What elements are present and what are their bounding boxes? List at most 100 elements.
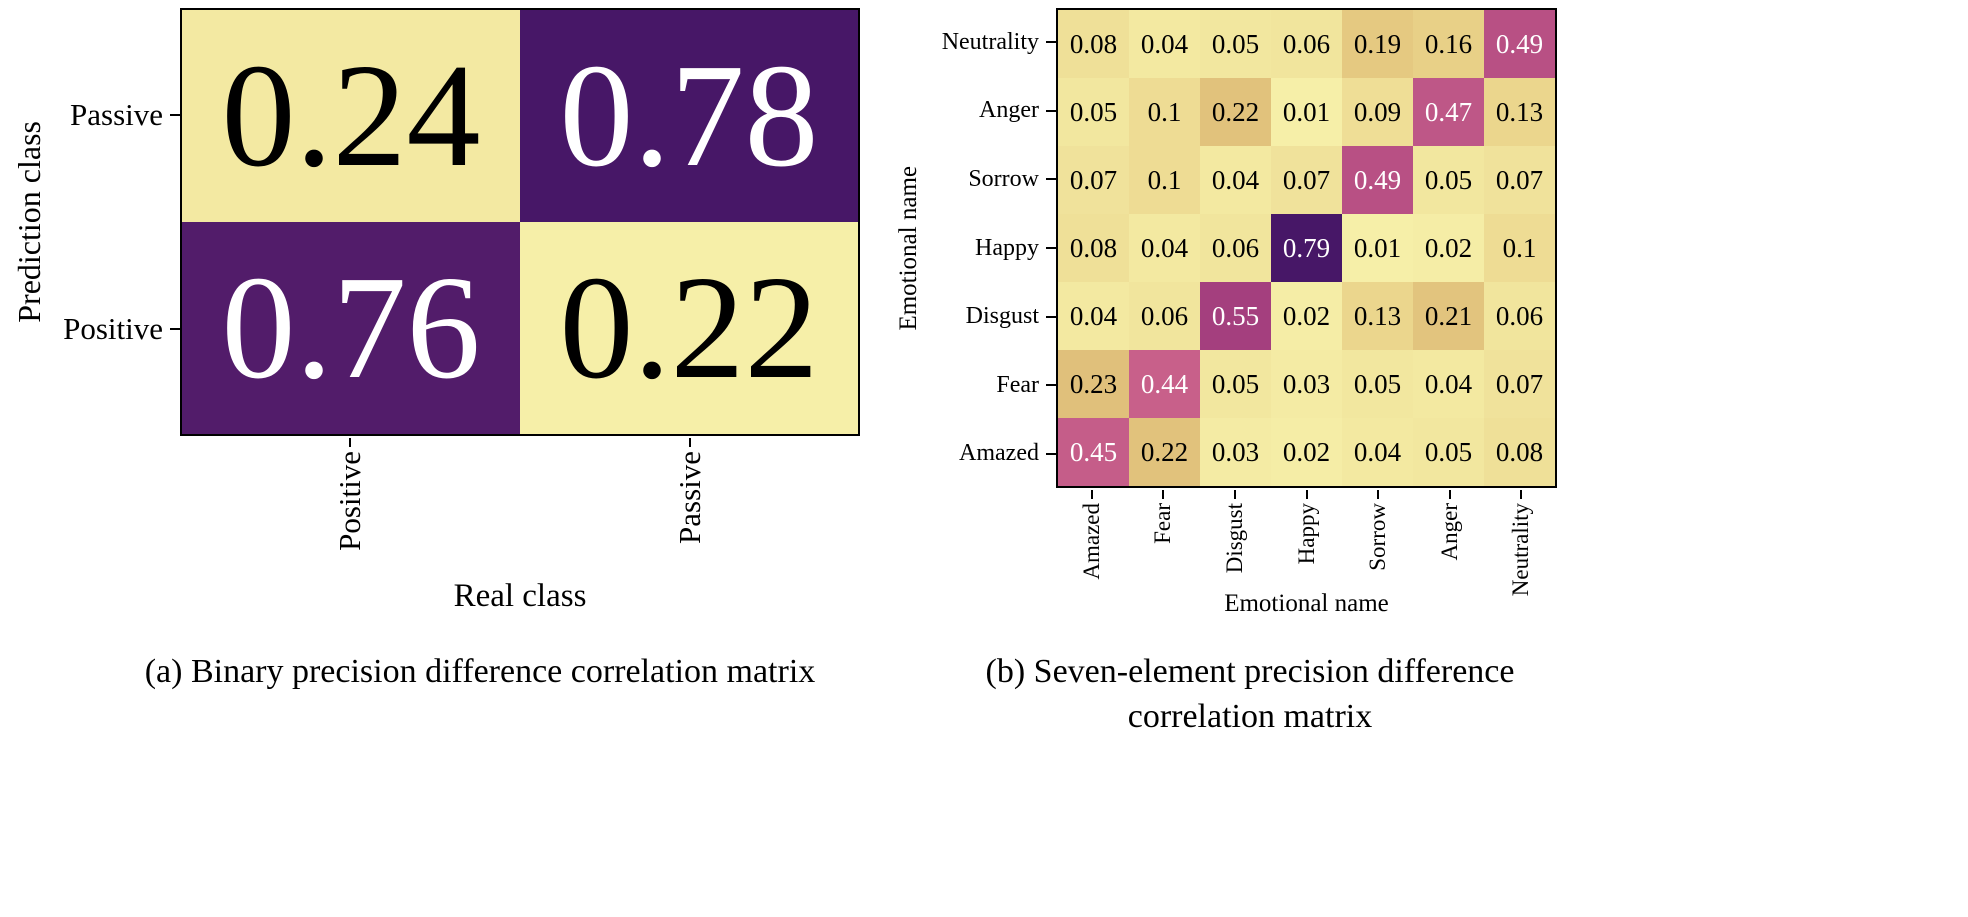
y-tick-label-text: Anger bbox=[979, 97, 1039, 124]
heatmap-cell: 0.08 bbox=[1484, 418, 1555, 486]
x-tick-label: Neutrality bbox=[1485, 490, 1557, 608]
heatmap-cell: 0.02 bbox=[1271, 418, 1342, 486]
y-tick-labels-a: Passive Positive bbox=[30, 8, 180, 436]
y-tick-label: Amazed bbox=[924, 419, 1056, 488]
heatmap-cell: 0.09 bbox=[1342, 78, 1413, 146]
x-tick-label: Amazed bbox=[1056, 490, 1128, 608]
heatmap-cell: 0.04 bbox=[1129, 214, 1200, 282]
x-tick-label-text: Amazed bbox=[1078, 503, 1104, 580]
heatmap-cell: 0.22 bbox=[520, 222, 858, 434]
y-tick-label-text: Sorrow bbox=[968, 165, 1039, 192]
y-tick-label-text: Positive bbox=[63, 311, 163, 346]
heatmap-cell: 0.45 bbox=[1058, 418, 1129, 486]
x-tick-label: Disgust bbox=[1199, 490, 1271, 608]
heatmap-cell: 0.04 bbox=[1342, 418, 1413, 486]
heatmap-cell: 0.08 bbox=[1058, 214, 1129, 282]
heatmap-cell: 0.05 bbox=[1200, 350, 1271, 418]
y-tick-label: Fear bbox=[924, 351, 1056, 420]
heatmap-cell: 0.06 bbox=[1271, 10, 1342, 78]
y-axis-label-text: Emotional name bbox=[895, 165, 922, 331]
heatmap-cell: 0.05 bbox=[1413, 418, 1484, 486]
x-tick-label: Passive bbox=[520, 438, 860, 578]
caption-b-line2: correlation matrix bbox=[1127, 697, 1373, 735]
y-tick-label: Anger bbox=[924, 77, 1056, 146]
heatmap-cell: 0.13 bbox=[1342, 282, 1413, 350]
heatmap-cell: 0.05 bbox=[1413, 146, 1484, 214]
x-tick-labels-a: Positive Passive bbox=[180, 438, 860, 578]
heatmap-cell: 0.79 bbox=[1271, 214, 1342, 282]
y-tick-label: Positive bbox=[30, 222, 180, 436]
x-axis-label-text: Real class bbox=[453, 578, 587, 614]
tick-mark bbox=[1448, 490, 1451, 499]
x-tick-label-text: Neutrality bbox=[1508, 503, 1534, 597]
y-tick-label: Passive bbox=[30, 8, 180, 222]
heatmap-a: 0.24 0.78 0.76 0.22 bbox=[180, 8, 860, 436]
x-tick-label: Positive bbox=[180, 438, 520, 578]
y-tick-label-text: Happy bbox=[975, 234, 1039, 261]
heatmap-cell: 0.06 bbox=[1129, 282, 1200, 350]
heatmap-cell: 0.04 bbox=[1058, 282, 1129, 350]
x-tick-label: Anger bbox=[1414, 490, 1486, 608]
heatmap-cell: 0.07 bbox=[1271, 146, 1342, 214]
y-tick-labels-b: Neutrality Anger Sorrow Happy Disgust Fear Ama… bbox=[924, 8, 1056, 488]
heatmap-cell: 0.03 bbox=[1200, 418, 1271, 486]
heatmap-cell: 0.04 bbox=[1413, 350, 1484, 418]
caption-a-text: (a) Binary precision difference correlat… bbox=[144, 653, 816, 690]
heatmap-cell: 0.07 bbox=[1058, 146, 1129, 214]
x-axis-label-b: Emotional name bbox=[1056, 590, 1557, 618]
heatmap-cell: 0.06 bbox=[1200, 214, 1271, 282]
tick-mark bbox=[349, 438, 351, 447]
heatmap-cell: 0.55 bbox=[1200, 282, 1271, 350]
y-tick-label-text: Neutrality bbox=[941, 28, 1039, 55]
heatmap-cell: 0.05 bbox=[1200, 10, 1271, 78]
heatmap-cell: 0.22 bbox=[1129, 418, 1200, 486]
heatmap-cell: 0.22 bbox=[1200, 78, 1271, 146]
x-tick-label: Happy bbox=[1271, 490, 1343, 608]
heatmap-cell: 0.16 bbox=[1413, 10, 1484, 78]
x-tick-label: Sorrow bbox=[1342, 490, 1414, 608]
y-tick-label: Happy bbox=[924, 214, 1056, 283]
heatmap-cell: 0.1 bbox=[1129, 146, 1200, 214]
heatmap-cell: 0.1 bbox=[1129, 78, 1200, 146]
heatmap-cell: 0.08 bbox=[1058, 10, 1129, 78]
heatmap-cell: 0.49 bbox=[1342, 146, 1413, 214]
heatmap-cell: 0.78 bbox=[520, 10, 858, 222]
heatmap-cell: 0.23 bbox=[1058, 350, 1129, 418]
y-tick-label: Disgust bbox=[924, 282, 1056, 351]
heatmap-cell: 0.76 bbox=[182, 222, 520, 434]
y-axis-label-b: Emotional name bbox=[893, 8, 925, 488]
x-tick-label-text: Positive bbox=[332, 451, 367, 551]
y-tick-label: Sorrow bbox=[924, 145, 1056, 214]
heatmap-cell: 0.24 bbox=[182, 10, 520, 222]
heatmap-cell: 0.02 bbox=[1271, 282, 1342, 350]
caption-a: (a) Binary precision difference correlat… bbox=[30, 650, 930, 695]
heatmap-b: 0.08 0.04 0.05 0.06 0.19 0.16 0.49 0.05 0.1 0.22 0… bbox=[1056, 8, 1557, 488]
x-tick-label: Fear bbox=[1128, 490, 1200, 608]
tick-mark bbox=[1090, 490, 1093, 499]
heatmap-cell: 0.03 bbox=[1271, 350, 1342, 418]
heatmap-cell: 0.49 bbox=[1484, 10, 1555, 78]
heatmap-cell: 0.07 bbox=[1484, 146, 1555, 214]
heatmap-cell: 0.06 bbox=[1484, 282, 1555, 350]
heatmap-cell: 0.19 bbox=[1342, 10, 1413, 78]
x-tick-label-text: Sorrow bbox=[1365, 503, 1391, 571]
heatmap-cell: 0.02 bbox=[1413, 214, 1484, 282]
tick-mark bbox=[689, 438, 691, 447]
x-axis-label-a: Real class bbox=[180, 578, 860, 615]
heatmap-cell: 0.05 bbox=[1342, 350, 1413, 418]
y-tick-label-text: Disgust bbox=[965, 303, 1039, 330]
x-tick-label-text: Disgust bbox=[1221, 503, 1247, 574]
tick-mark bbox=[1162, 490, 1165, 499]
tick-mark bbox=[1377, 490, 1380, 499]
y-tick-label-text: Passive bbox=[70, 97, 163, 132]
heatmap-cell: 0.44 bbox=[1129, 350, 1200, 418]
heatmap-cell: 0.07 bbox=[1484, 350, 1555, 418]
heatmap-cell: 0.13 bbox=[1484, 78, 1555, 146]
y-tick-label-text: Amazed bbox=[959, 440, 1039, 467]
tick-mark bbox=[1305, 490, 1308, 499]
x-tick-label-text: Happy bbox=[1293, 503, 1319, 565]
heatmap-cell: 0.01 bbox=[1271, 78, 1342, 146]
x-tick-labels-b: Amazed Fear Disgust Happy Sorrow Anger Neutral… bbox=[1056, 490, 1557, 608]
x-tick-label-text: Anger bbox=[1436, 503, 1462, 561]
